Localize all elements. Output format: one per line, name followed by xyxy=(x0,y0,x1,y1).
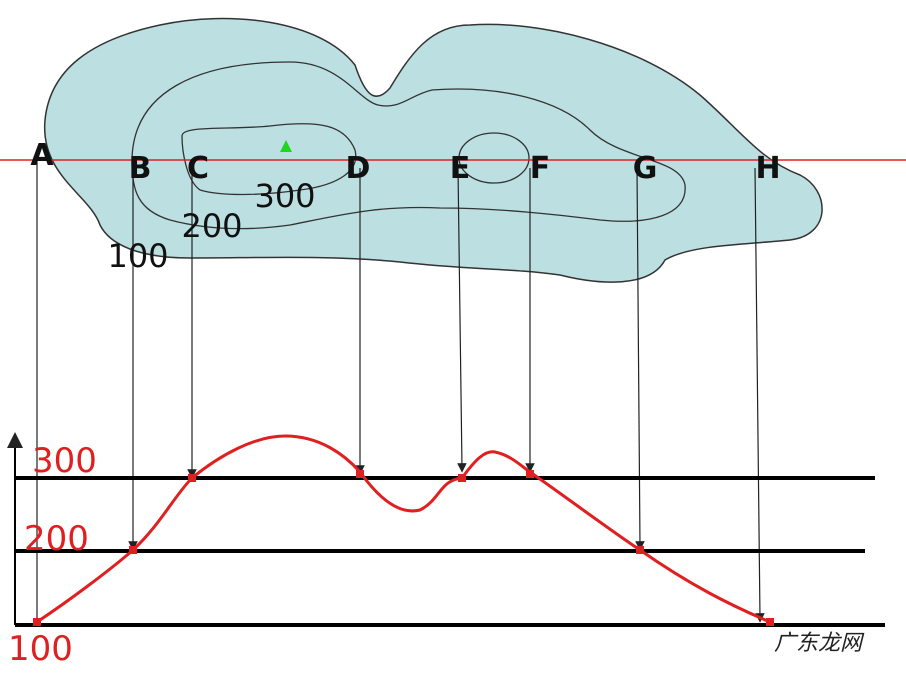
drop-lines xyxy=(36,160,765,623)
profile xyxy=(7,432,885,627)
elevation-label: 100 xyxy=(8,629,73,669)
point xyxy=(458,474,466,482)
point xyxy=(526,470,534,478)
contour-labels: 100 200 300 xyxy=(107,177,315,275)
point xyxy=(766,618,774,626)
contour-label: 200 xyxy=(181,207,242,245)
point xyxy=(356,470,364,478)
drop-line xyxy=(754,167,765,623)
elevation-label: 200 xyxy=(24,519,89,559)
point-labels: A B C D E F G H xyxy=(30,138,780,186)
contour-100 xyxy=(44,17,823,283)
contour-label: 100 xyxy=(107,237,168,275)
summit xyxy=(280,140,292,152)
contour-map xyxy=(0,17,906,283)
contour-hill xyxy=(458,132,530,184)
point-label: G xyxy=(633,151,658,186)
watermark: 广东龙网 xyxy=(774,631,865,656)
profile-points xyxy=(33,470,774,626)
profile-curve xyxy=(36,434,771,624)
point xyxy=(636,546,644,554)
point-label: H xyxy=(755,151,780,186)
elevation-label: 300 xyxy=(32,441,97,481)
profile-labels: 300 200 100 xyxy=(8,441,97,669)
contour-300 xyxy=(181,123,357,196)
point-label: C xyxy=(187,151,209,186)
contour-200 xyxy=(131,61,686,230)
point-label: B xyxy=(129,151,152,186)
point-label: F xyxy=(530,151,551,186)
point-label: A xyxy=(30,138,54,173)
point-label: D xyxy=(346,151,371,186)
point-label: E xyxy=(450,151,471,186)
drop-line xyxy=(635,167,645,551)
drop-line xyxy=(457,167,467,473)
point xyxy=(33,618,41,626)
contour-label: 300 xyxy=(254,177,315,215)
point xyxy=(129,546,137,554)
point xyxy=(188,474,196,482)
